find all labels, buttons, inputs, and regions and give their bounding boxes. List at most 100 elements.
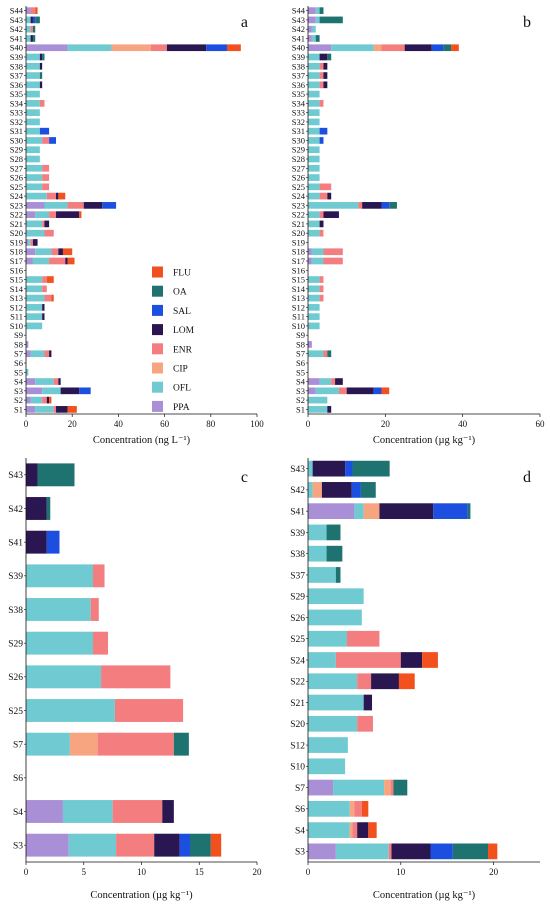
bar-a-S3-OFL — [42, 387, 61, 395]
bar-a-S3-LOM — [60, 387, 80, 395]
bar-a-S14-OFL — [26, 285, 43, 293]
bar-b-S4-LOM — [335, 378, 343, 385]
y-tick-label-b-S13: S13 — [292, 293, 305, 303]
bar-a-S24-LOM — [56, 192, 59, 200]
bar-d-S41-PPA — [308, 503, 355, 520]
y-tick-label-c-S6: S6 — [13, 774, 23, 784]
bar-c-S43-LOM — [26, 463, 38, 487]
bar-d-S21-LOM — [363, 694, 373, 711]
bar-b-S36-ENR — [319, 81, 324, 89]
bar-b-S15-OFL — [308, 276, 320, 283]
bar-a-S32-OFL — [26, 118, 40, 126]
bar-b-S42-PPA — [308, 25, 312, 33]
bar-b-S43-OA — [319, 16, 343, 24]
bar-b-S34-ENR — [319, 100, 324, 107]
bar-b-S15-ENR — [319, 276, 324, 283]
bar-a-S39-LOM — [39, 53, 43, 61]
y-tick-label-a-S2: S2 — [14, 395, 23, 405]
y-tick-label-d-S3: S3 — [295, 848, 305, 858]
y-tick-label-d-S7: S7 — [295, 784, 305, 794]
bar-a-S22-OFL — [35, 211, 50, 218]
bar-a-S4-ENR — [53, 378, 59, 385]
bar-b-S22-ENR — [319, 211, 324, 218]
y-tick-label-a-S22: S22 — [10, 210, 23, 220]
y-tick-label-d-S43: S43 — [290, 465, 305, 475]
y-tick-label-b-S21: S21 — [292, 219, 305, 229]
bar-a-S43-SAL — [32, 16, 36, 24]
x-tick-label-b-40: 40 — [458, 419, 468, 429]
y-tick-label-d-S12: S12 — [290, 741, 305, 751]
bar-d-S41-SAL — [433, 503, 468, 520]
bar-d-S43-SAL — [345, 460, 353, 477]
bar-a-S42-OFL — [26, 25, 31, 33]
bar-d-S24-FLU — [422, 652, 438, 668]
bar-a-S36-OFL — [26, 81, 40, 89]
bars-b — [308, 7, 459, 413]
x-tick-label-a-40: 40 — [114, 419, 124, 429]
bar-a-S40-SAL — [206, 44, 227, 52]
bar-a-S12-OFL — [26, 304, 43, 311]
y-tick-label-b-S27: S27 — [292, 163, 305, 173]
bar-b-S23-LOM — [362, 202, 382, 209]
bar-d-S20-OFL — [308, 715, 358, 732]
bar-a-S21-ENR — [42, 220, 45, 228]
bar-a-S37-OA — [39, 72, 43, 79]
bar-a-S40-CIP — [111, 44, 151, 52]
bar-a-S23-SAL — [102, 202, 117, 209]
bar-a-S31-OFL — [26, 127, 40, 135]
bar-a-S42-OA — [32, 25, 36, 33]
bar-a-S31-SAL — [39, 127, 50, 135]
bar-d-S42-OA — [360, 482, 376, 498]
x-tick-label-a-60: 60 — [160, 419, 170, 429]
bar-b-S18-ENR — [323, 248, 343, 256]
bar-b-S18-OFL — [311, 248, 324, 256]
y-tick-label-a-S40: S40 — [10, 43, 23, 53]
panel-b: S1S2S3S4S5S6S7S8S9S10S11S12S13S14S15S16S… — [292, 6, 545, 446]
bar-a-S7-OFL — [30, 350, 45, 358]
y-tick-label-a-S30: S30 — [10, 135, 23, 145]
bar-a-S21-LOM — [44, 220, 50, 228]
bar-d-S42-LOM — [321, 482, 352, 498]
bar-a-S18-FLU — [62, 248, 73, 256]
x-tick-label-b-20: 20 — [381, 419, 391, 429]
bar-a-S4-OFL — [35, 378, 54, 385]
y-tick-label-d-S24: S24 — [290, 656, 305, 666]
bar-c-S3-PPA — [26, 833, 69, 857]
bar-b-S40-ENR — [381, 44, 405, 52]
legend-label-CIP: CIP — [173, 365, 188, 375]
y-tick-label-a-S29: S29 — [10, 145, 23, 155]
bar-a-S27-ENR — [42, 164, 50, 172]
panel-label-b: b — [523, 14, 531, 31]
bar-a-S17-PPA — [26, 257, 33, 265]
bar-d-S3-PPA — [308, 843, 336, 860]
bar-b-S1-LOM — [327, 406, 332, 413]
y-tick-label-b-S33: S33 — [292, 108, 305, 118]
y-tick-label-b-S43: S43 — [292, 15, 305, 25]
y-tick-label-a-S16: S16 — [10, 265, 23, 275]
bar-a-S13-FLU — [51, 294, 54, 302]
bar-b-S3-PPA — [308, 387, 316, 395]
bar-a-S19-LOM — [32, 239, 38, 246]
y-tick-label-b-S44: S44 — [292, 6, 306, 16]
y-tick-label-b-S32: S32 — [292, 117, 305, 127]
y-tick-label-a-S8: S8 — [14, 339, 23, 349]
bar-b-S40-CIP — [373, 44, 382, 52]
bar-a-S1-LOM — [56, 406, 68, 413]
y-tick-label-b-S41: S41 — [292, 33, 305, 43]
bar-d-S25-OFL — [308, 630, 347, 647]
bar-d-S3-OA — [452, 843, 489, 860]
x-tick-label-b-60: 60 — [536, 419, 546, 429]
y-tick-label-a-S18: S18 — [10, 247, 23, 257]
bar-b-S35-OFL — [308, 90, 320, 98]
y-tick-label-a-S11: S11 — [10, 312, 23, 322]
bar-d-S37-OFL — [308, 567, 336, 583]
y-tick-label-a-S21: S21 — [10, 219, 23, 229]
bar-a-S12-LOM — [42, 304, 45, 311]
bar-b-S44-PPA — [308, 7, 316, 14]
bar-b-S40-FLU — [451, 44, 459, 52]
bar-a-S34-ENR — [39, 100, 45, 107]
y-tick-label-c-S26: S26 — [8, 673, 23, 683]
bar-b-S2-OFL — [308, 396, 328, 404]
bar-a-S38-LOM — [39, 62, 43, 70]
bar-a-S13-OFL — [26, 294, 45, 302]
